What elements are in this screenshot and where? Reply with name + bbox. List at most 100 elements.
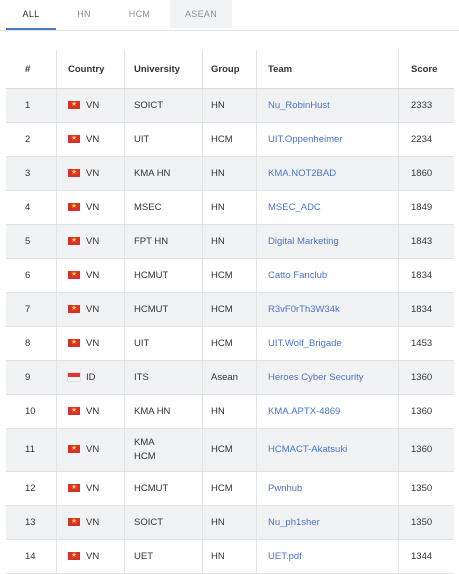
table-row: 12 VN HCMUT HCM Pwnhub 1350 xyxy=(6,472,454,506)
rank-cell: 12 xyxy=(25,483,36,494)
column-divider xyxy=(56,89,57,122)
country-cell: ID xyxy=(68,372,96,383)
table-row: 5 VN FPT HN HN Digital Marketing 1843 xyxy=(6,225,454,259)
column-divider xyxy=(202,225,203,258)
tab-hcm[interactable]: HCM xyxy=(128,9,151,19)
column-divider xyxy=(56,395,57,428)
country-code: VN xyxy=(86,338,100,349)
university-cell: MSEC xyxy=(134,202,162,213)
table-row: 7 VN HCMUT HCM R3vF0rTh3W34k 1834 xyxy=(6,293,454,327)
team-link[interactable]: R3vF0rTh3W34k xyxy=(268,304,340,315)
rank-cell: 8 xyxy=(25,338,31,349)
table-row: 10 VN KMA HN HN KMA.APTX-4869 1360 xyxy=(6,395,454,429)
rank-cell: 4 xyxy=(25,202,31,213)
table-row: 2 VN UIT HCM UIT.Oppenheimer 2234 xyxy=(6,123,454,157)
team-link[interactable]: KMA.NOT2BAD xyxy=(268,168,337,179)
column-divider xyxy=(124,472,125,505)
column-divider xyxy=(398,395,399,428)
group-cell: HCM xyxy=(211,444,233,455)
indonesia-flag-icon xyxy=(68,373,80,381)
country-code: VN xyxy=(86,202,100,213)
team-link[interactable]: Catto Fanclub xyxy=(268,270,328,281)
column-divider xyxy=(56,259,57,292)
team-link[interactable]: Heroes Cyber Security xyxy=(268,372,364,383)
group-cell: HN xyxy=(211,236,225,247)
team-link[interactable]: UIT.Wolf_Brigade xyxy=(268,338,342,349)
team-link[interactable]: MSEC_ADC xyxy=(268,202,321,213)
group-cell: HN xyxy=(211,406,225,417)
column-divider xyxy=(202,123,203,156)
table-row: 4 VN MSEC HN MSEC_ADC 1849 xyxy=(6,191,454,225)
header-score: Score xyxy=(411,64,438,75)
table-header: # Country University Group Team Score xyxy=(6,50,454,89)
column-divider xyxy=(398,361,399,394)
university-cell: HCMUT xyxy=(134,304,169,315)
country-cell: VN xyxy=(68,336,100,350)
column-divider xyxy=(124,157,125,190)
team-link[interactable]: Nu_ph1sher xyxy=(268,517,320,528)
country-code: VN xyxy=(86,304,100,315)
country-cell: VN xyxy=(68,98,99,112)
group-cell: Asean xyxy=(211,372,238,383)
column-divider xyxy=(398,429,399,471)
column-divider xyxy=(124,395,125,428)
vietnam-flag-icon xyxy=(68,442,80,456)
team-link[interactable]: HCMACT-Akatsuki xyxy=(268,444,348,455)
country-cell: VN xyxy=(68,200,100,214)
team-link[interactable]: UIT.Oppenheimer xyxy=(268,134,343,145)
vietnam-flag-icon xyxy=(68,549,80,563)
rank-cell: 13 xyxy=(25,517,36,528)
university-cell: SOICT xyxy=(134,517,164,528)
country-code: ID xyxy=(86,372,96,383)
score-cell: 1834 xyxy=(411,304,433,315)
column-divider xyxy=(56,361,57,394)
country-cell: VN xyxy=(68,302,100,316)
vietnam-flag-icon xyxy=(68,200,80,214)
vietnam-flag-icon xyxy=(68,166,80,180)
column-divider xyxy=(56,157,57,190)
column-divider xyxy=(398,327,399,360)
column-divider xyxy=(124,429,125,471)
column-divider xyxy=(398,259,399,292)
table-row: 6 VN HCMUT HCM Catto Fanclub 1834 xyxy=(6,259,454,293)
score-cell: 1350 xyxy=(411,517,433,528)
column-divider xyxy=(124,191,125,224)
tab-hn[interactable]: HN xyxy=(77,9,91,19)
vietnam-flag-icon xyxy=(68,234,80,248)
tab-asean[interactable]: ASEAN xyxy=(170,0,232,28)
rank-cell: 1 xyxy=(25,100,31,111)
group-cell: HN xyxy=(211,100,225,111)
group-cell: HCM xyxy=(211,270,233,281)
column-divider xyxy=(202,540,203,573)
score-cell: 1360 xyxy=(411,406,433,417)
team-link[interactable]: KMA.APTX-4869 xyxy=(268,406,341,417)
tab-all[interactable]: ALL xyxy=(6,0,56,30)
column-divider xyxy=(124,50,125,88)
group-cell: HN xyxy=(211,517,225,528)
score-cell: 1360 xyxy=(411,444,433,455)
column-divider xyxy=(256,472,257,505)
university-cell-line2: HCM xyxy=(134,451,156,462)
column-divider xyxy=(256,89,257,122)
table-row: 1 VN SOICT HN Nu_RobinHust 2333 xyxy=(6,89,454,123)
country-code: VN xyxy=(86,236,100,247)
column-divider xyxy=(202,89,203,122)
group-cell: HCM xyxy=(211,134,233,145)
column-divider xyxy=(256,293,257,326)
group-cell: HCM xyxy=(211,304,233,315)
column-divider xyxy=(56,191,57,224)
group-cell: HN xyxy=(211,168,225,179)
university-cell: UIT xyxy=(134,134,150,145)
team-link[interactable]: Nu_RobinHust xyxy=(268,100,330,111)
column-divider xyxy=(256,259,257,292)
vietnam-flag-icon xyxy=(68,268,80,282)
vietnam-flag-icon xyxy=(68,481,80,495)
table-row: 8 VN UIT HCM UIT.Wolf_Brigade 1453 xyxy=(6,327,454,361)
column-divider xyxy=(202,361,203,394)
university-cell: KMA HN xyxy=(134,168,171,179)
country-code: VN xyxy=(86,134,100,145)
team-link[interactable]: Pwnhub xyxy=(268,483,303,494)
rank-cell: 7 xyxy=(25,304,31,315)
team-link[interactable]: Digital Marketing xyxy=(268,236,339,247)
column-divider xyxy=(256,506,257,539)
